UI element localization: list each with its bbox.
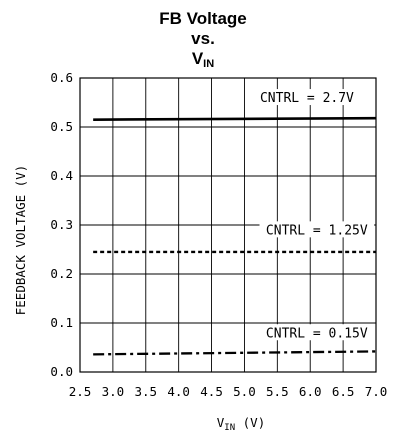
plot-frame — [79, 77, 377, 373]
x-tick-label: 5.0 — [233, 384, 256, 399]
x-tick-label: 5.5 — [266, 384, 289, 399]
y-tick-label: 0.6 — [50, 70, 73, 85]
x-tick-label: 4.0 — [167, 384, 190, 399]
y-tick-labels: 0.0 0.1 0.2 0.3 0.4 0.5 0.6 — [50, 70, 73, 379]
chart-title-line2: vs. — [191, 29, 215, 48]
x-tick-label: 2.5 — [69, 384, 92, 399]
annotation-background — [253, 89, 361, 106]
x-tick-label: 6.0 — [299, 384, 322, 399]
chart-title-line3: VIN — [192, 49, 214, 70]
x-tick-labels: 2.5 3.0 3.5 4.0 4.5 5.0 5.5 6.0 6.5 7.0 — [69, 384, 388, 399]
x-tick-label: 4.5 — [200, 384, 223, 399]
y-tick-label: 0.3 — [50, 217, 73, 232]
y-tick-label: 0.0 — [50, 364, 73, 379]
x-axis-label-main: V — [217, 415, 225, 430]
y-tick-label: 0.5 — [50, 119, 73, 134]
x-tick-label: 3.0 — [102, 384, 125, 399]
series-annotation: CNTRL = 2.7V — [260, 91, 354, 106]
x-tick-label: 7.0 — [365, 384, 388, 399]
series-line-solid — [93, 116, 377, 121]
annotation-background — [259, 324, 375, 341]
x-axis-label-unit: (V) — [235, 415, 265, 430]
x-axis-label-sub: IN — [224, 423, 235, 433]
chart-title-line1: FB Voltage — [159, 9, 247, 28]
chart-title-line3-sub: IN — [203, 58, 214, 70]
x-tick-label: 6.5 — [332, 384, 355, 399]
y-tick-label: 0.1 — [50, 315, 73, 330]
y-tick-label: 0.2 — [50, 266, 73, 281]
y-axis-label: FEEDBACK VOLTAGE (V) — [13, 165, 28, 316]
y-tick-label: 0.4 — [50, 168, 73, 183]
x-tick-label: 3.5 — [134, 384, 157, 399]
annotation-background — [259, 221, 375, 238]
chart-title-line3-main: V — [192, 49, 204, 68]
annotations: CNTRL = 2.7V CNTRL = 1.25V CNTRL = 0.15V — [253, 89, 375, 341]
series-lines — [93, 116, 377, 356]
x-axis-label: VIN (V) — [217, 415, 265, 433]
series-annotation: CNTRL = 0.15V — [266, 326, 368, 341]
series-line-dashdot — [93, 350, 377, 356]
series-annotation: CNTRL = 1.25V — [266, 223, 368, 238]
